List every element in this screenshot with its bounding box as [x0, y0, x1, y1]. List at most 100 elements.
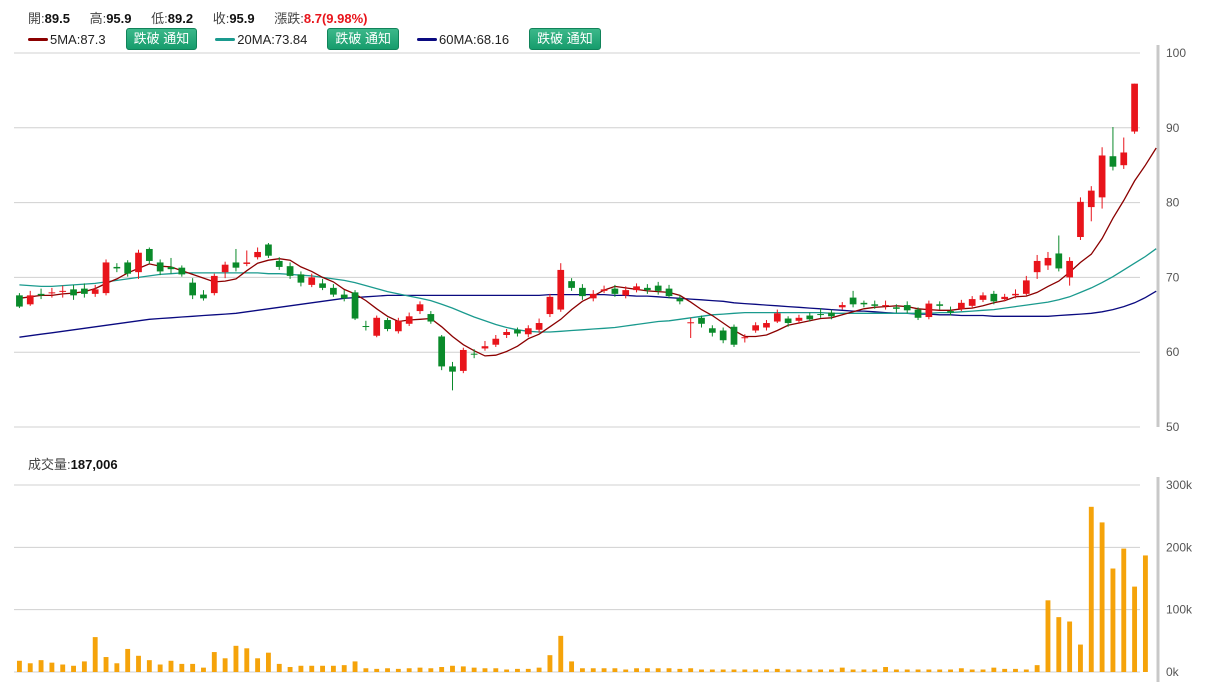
- candle-body[interactable]: [91, 289, 99, 294]
- candle-body[interactable]: [957, 302, 965, 309]
- candle-body[interactable]: [979, 295, 987, 300]
- candle-body[interactable]: [871, 304, 879, 306]
- volume-bar[interactable]: [1056, 617, 1062, 672]
- candle-body[interactable]: [741, 337, 749, 339]
- candle-body[interactable]: [319, 283, 326, 288]
- candle-body[interactable]: [405, 316, 413, 324]
- volume-bar[interactable]: [287, 667, 293, 672]
- volume-bar[interactable]: [406, 668, 412, 672]
- volume-bar[interactable]: [644, 668, 650, 672]
- volume-bar[interactable]: [168, 660, 174, 672]
- candle-body[interactable]: [1044, 257, 1052, 266]
- volume-bar[interactable]: [450, 665, 455, 672]
- candle-body[interactable]: [990, 293, 998, 302]
- volume-bar[interactable]: [309, 665, 315, 672]
- candle-body[interactable]: [1055, 253, 1063, 269]
- volume-bar[interactable]: [828, 669, 834, 672]
- candle-body[interactable]: [1098, 155, 1106, 198]
- candle-body[interactable]: [719, 330, 727, 341]
- volume-bar[interactable]: [439, 667, 445, 672]
- volume-bar[interactable]: [861, 669, 867, 672]
- volume-bar[interactable]: [601, 668, 607, 672]
- volume-bar[interactable]: [482, 668, 488, 672]
- volume-bar[interactable]: [60, 664, 66, 672]
- volume-bar[interactable]: [872, 669, 878, 672]
- volume-bar[interactable]: [157, 664, 163, 672]
- candle-body[interactable]: [297, 274, 305, 283]
- volume-bar[interactable]: [16, 660, 22, 672]
- volume-bar[interactable]: [731, 669, 737, 672]
- candle-body[interactable]: [806, 315, 814, 320]
- volume-bar[interactable]: [114, 663, 120, 672]
- candle-body[interactable]: [838, 305, 846, 308]
- volume-bar[interactable]: [666, 668, 672, 672]
- candle-body[interactable]: [535, 323, 543, 330]
- volume-bar[interactable]: [1023, 669, 1029, 672]
- volume-bar[interactable]: [699, 669, 704, 672]
- volume-bar[interactable]: [774, 668, 780, 672]
- volume-bar[interactable]: [244, 648, 250, 672]
- volume-bar[interactable]: [38, 660, 44, 672]
- volume-bar[interactable]: [201, 667, 206, 672]
- candle-body[interactable]: [459, 349, 467, 371]
- candle-body[interactable]: [1001, 296, 1009, 300]
- candle-body[interactable]: [568, 281, 575, 288]
- candle-body[interactable]: [308, 277, 316, 285]
- candle-body[interactable]: [243, 262, 251, 264]
- candle-body[interactable]: [16, 295, 23, 307]
- candle-body[interactable]: [1120, 152, 1128, 166]
- candle-body[interactable]: [167, 266, 175, 270]
- volume-bar[interactable]: [926, 669, 932, 672]
- volume-bar[interactable]: [515, 668, 520, 672]
- candle-body[interactable]: [893, 307, 900, 309]
- candle-body[interactable]: [102, 262, 110, 294]
- candle-body[interactable]: [492, 338, 500, 345]
- candle-body[interactable]: [936, 304, 944, 306]
- candle-body[interactable]: [589, 293, 597, 299]
- volume-bar[interactable]: [1013, 668, 1018, 672]
- candle-body[interactable]: [546, 296, 554, 315]
- candle-body[interactable]: [903, 305, 911, 311]
- candle-body[interactable]: [1109, 156, 1117, 167]
- candle-body[interactable]: [676, 298, 684, 302]
- volume-bar[interactable]: [623, 669, 629, 672]
- volume-bar[interactable]: [677, 668, 683, 672]
- volume-bar[interactable]: [1142, 555, 1148, 672]
- candle-body[interactable]: [914, 309, 922, 318]
- volume-bar[interactable]: [92, 637, 98, 672]
- volume-bar[interactable]: [948, 669, 953, 672]
- volume-bar[interactable]: [265, 652, 271, 672]
- candle-body[interactable]: [340, 294, 348, 299]
- candle-body[interactable]: [1087, 190, 1095, 208]
- volume-bar[interactable]: [49, 662, 55, 672]
- candle-body[interactable]: [773, 313, 781, 322]
- candle-body[interactable]: [524, 328, 532, 335]
- ma60-break-alert-button[interactable]: 跌破 通知: [529, 28, 601, 50]
- volume-bar[interactable]: [1078, 644, 1083, 672]
- volume-bar[interactable]: [590, 668, 596, 672]
- candle-body[interactable]: [427, 314, 435, 322]
- candle-body[interactable]: [362, 326, 370, 328]
- volume-bar[interactable]: [915, 669, 921, 672]
- volume-bar[interactable]: [504, 669, 510, 672]
- volume-bar[interactable]: [547, 655, 553, 672]
- volume-bar[interactable]: [255, 658, 261, 672]
- volume-bar[interactable]: [709, 669, 715, 672]
- volume-bar[interactable]: [883, 667, 889, 672]
- candle-body[interactable]: [210, 275, 218, 294]
- volume-bar[interactable]: [493, 668, 499, 672]
- volume-bar[interactable]: [320, 665, 326, 672]
- volume-bar[interactable]: [1132, 586, 1138, 672]
- candle-body[interactable]: [795, 317, 803, 321]
- volume-bar[interactable]: [103, 657, 109, 672]
- volume-bar[interactable]: [298, 665, 304, 672]
- ma20-break-alert-button[interactable]: 跌破 通知: [327, 28, 400, 50]
- volume-bar[interactable]: [785, 669, 791, 672]
- ma5-break-alert-button[interactable]: 跌破 通知: [125, 28, 198, 50]
- volume-bar[interactable]: [579, 668, 585, 672]
- candle-body[interactable]: [860, 302, 868, 305]
- volume-bar[interactable]: [753, 669, 759, 672]
- volume-bar[interactable]: [688, 668, 694, 672]
- volume-bar[interactable]: [352, 661, 358, 672]
- candle-body[interactable]: [600, 289, 608, 291]
